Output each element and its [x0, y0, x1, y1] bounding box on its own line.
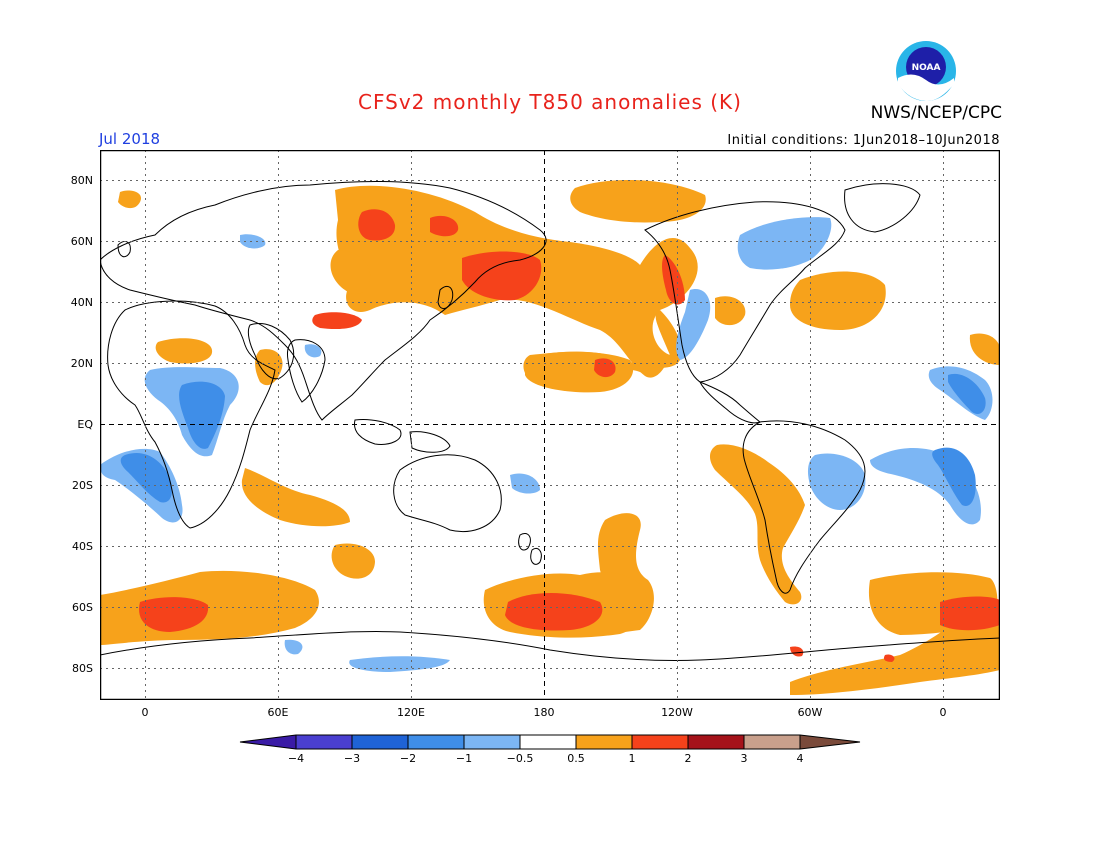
- noaa-logo: NOAA: [896, 41, 956, 102]
- lat-label: 80N: [70, 174, 93, 187]
- lat-label: 20S: [72, 479, 93, 492]
- map-frame: [100, 150, 1000, 700]
- lat-label: EQ: [77, 418, 93, 431]
- lon-label: 0: [141, 706, 149, 719]
- lat-label: 20N: [70, 357, 93, 370]
- lon-label: 120W: [661, 706, 693, 719]
- lon-label: 60W: [797, 706, 823, 719]
- colorbar-swatch: [408, 735, 464, 749]
- colorbar-swatch: [464, 735, 520, 749]
- agency-label: NWS/NCEP/CPC: [870, 103, 1002, 123]
- colorbar-swatch: [800, 735, 860, 749]
- lon-label: 120E: [397, 706, 425, 719]
- map-title: CFSv2 monthly T850 anomalies (K): [358, 90, 742, 114]
- lat-label: 60S: [72, 601, 93, 614]
- colorbar-label: 2: [684, 752, 692, 765]
- colorbar-swatch: [688, 735, 744, 749]
- colorbar-swatch: [240, 735, 296, 749]
- colorbar-swatch: [632, 735, 688, 749]
- valid-month-label: Jul 2018: [99, 130, 161, 148]
- colorbar-label: −4: [287, 752, 305, 765]
- lon-label: 60E: [267, 706, 289, 719]
- colorbar-label: −2: [399, 752, 417, 765]
- colorbar-label: 3: [740, 752, 748, 765]
- graticule: [100, 150, 1000, 700]
- colorbar-label: 0.5: [567, 752, 585, 765]
- strong-warm-anomaly-regions: [139, 209, 1000, 662]
- lon-label: 0: [939, 706, 947, 719]
- colorbar-label: −0.5: [506, 752, 534, 765]
- colorbar-label: −3: [343, 752, 361, 765]
- lat-label: 40N: [70, 296, 93, 309]
- moderate-cool-anomaly-regions: [120, 373, 986, 506]
- lat-label: 60N: [70, 235, 93, 248]
- colorbar-label: −1: [455, 752, 473, 765]
- colorbar-label: 4: [796, 752, 804, 765]
- colorbar-swatch: [576, 735, 632, 749]
- lat-label: 40S: [72, 540, 93, 553]
- colorbar: [239, 734, 861, 750]
- colorbar-swatch: [296, 735, 352, 749]
- map-panel: [100, 150, 1000, 700]
- lat-label: 80S: [72, 662, 93, 675]
- colorbar-label: 1: [628, 752, 636, 765]
- colorbar-swatch: [352, 735, 408, 749]
- coastlines: [100, 181, 1000, 662]
- initial-conditions-label: Initial conditions: 1Jun2018–10Jun2018: [727, 133, 1000, 148]
- noaa-logo-text: NOAA: [912, 63, 941, 73]
- colorbar-swatch: [520, 735, 576, 749]
- lon-label: 180: [533, 706, 555, 719]
- equator-dateline: [100, 150, 1000, 700]
- warm-anomaly-regions: [100, 179, 1000, 695]
- colorbar-swatch: [744, 735, 800, 749]
